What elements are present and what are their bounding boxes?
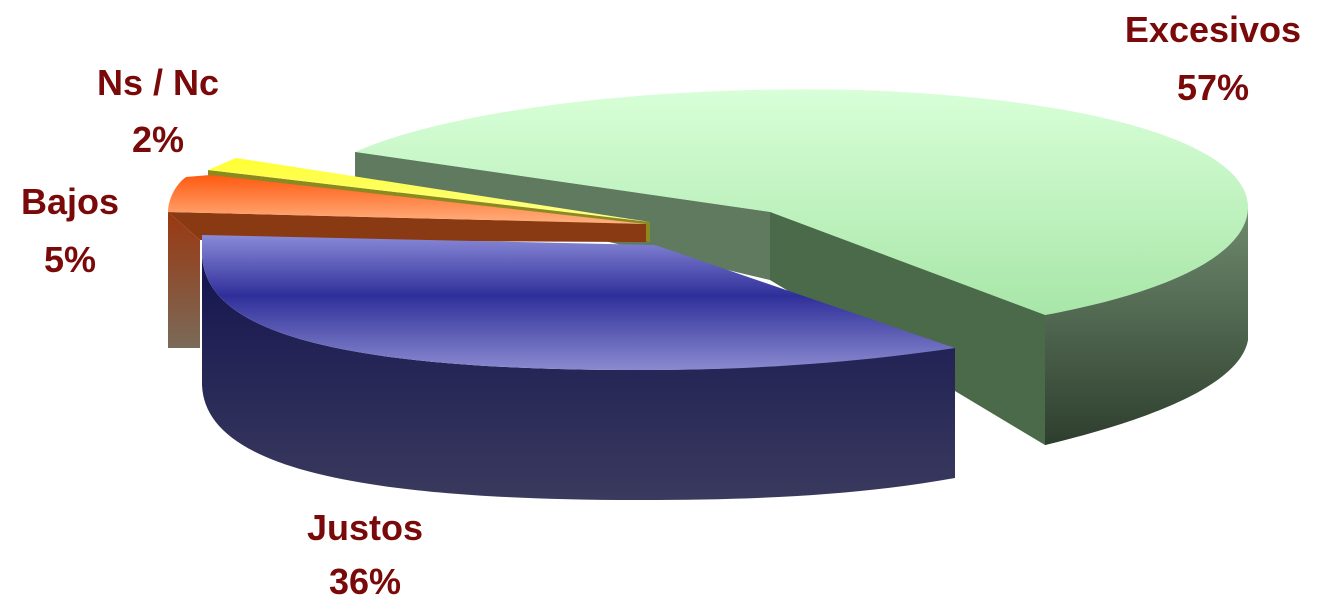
label-excesivos-name: Excesivos: [1125, 9, 1301, 50]
slice-excesivos: [355, 89, 1249, 445]
label-justos: Justos 36%: [307, 507, 423, 598]
label-nsnc-name: Ns / Nc: [97, 62, 219, 103]
slice-justos-side: [202, 255, 955, 500]
label-bajos-name: Bajos: [21, 181, 119, 222]
label-bajos: Bajos 5%: [21, 181, 119, 280]
label-bajos-value: 5%: [44, 239, 96, 280]
slice-excesivos-cut-face: [770, 212, 1045, 445]
slice-justos-top: [202, 235, 955, 370]
slice-excesivos-top: [355, 89, 1249, 315]
slice-nsnc-top: [208, 158, 650, 222]
slice-bajos-side: [168, 212, 200, 348]
label-justos-value: 36%: [329, 561, 401, 598]
slice-bajos-cut-face: [168, 212, 646, 242]
slice-bajos: [168, 175, 646, 348]
label-excesivos-value: 57%: [1177, 67, 1249, 108]
slice-excesivos-rim: [1045, 205, 1249, 445]
label-nsnc: Ns / Nc 2%: [97, 62, 219, 160]
label-justos-name: Justos: [307, 507, 423, 548]
slice-bajos-top: [168, 175, 646, 224]
label-excesivos: Excesivos 57%: [1125, 9, 1301, 108]
slice-justos: [202, 235, 955, 500]
label-nsnc-value: 2%: [132, 119, 184, 160]
